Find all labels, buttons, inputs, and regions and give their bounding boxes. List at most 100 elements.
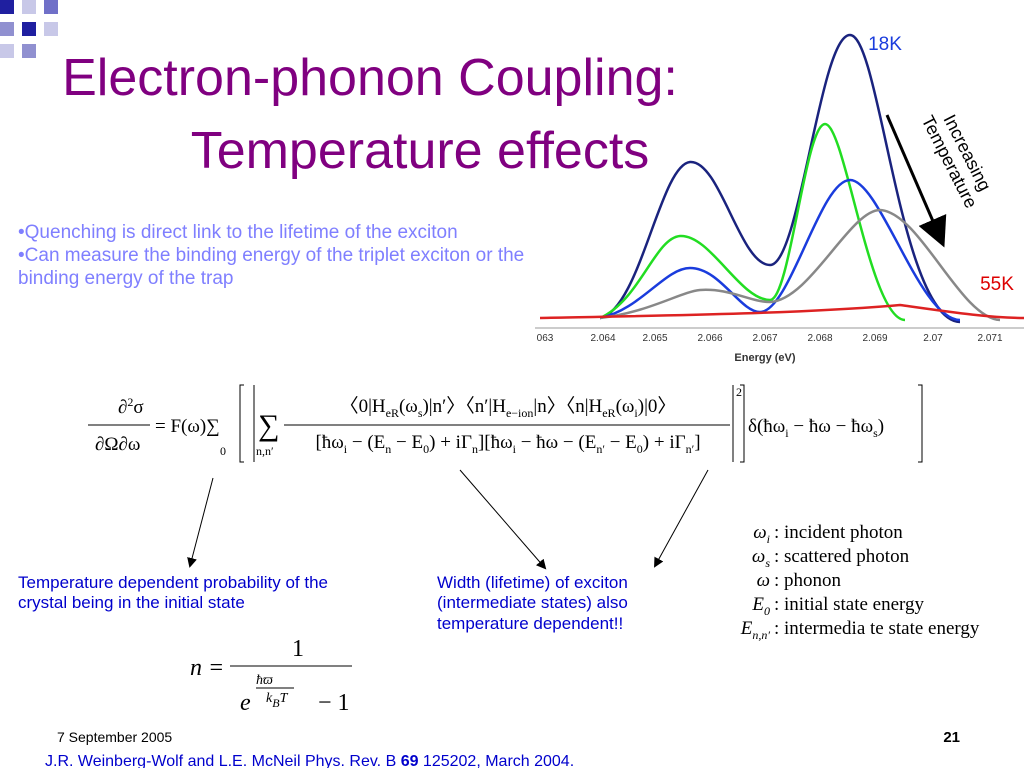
x-axis-label: Energy (eV) <box>734 352 795 364</box>
eq-part: − 1 <box>318 690 350 716</box>
eq-t: ω <box>752 546 765 567</box>
eq-sub: s <box>765 556 770 570</box>
eq-sub: n,n′ <box>752 628 770 642</box>
citation-volume: 69 <box>401 753 419 768</box>
definition-symbol: E0 <box>751 594 770 618</box>
eq-sub: 0 <box>764 604 770 618</box>
eq-sub: i <box>344 442 348 456</box>
definition-symbol: ωs <box>752 546 770 570</box>
definition-text: : phonon <box>774 570 842 591</box>
eq-t: ω <box>753 522 766 543</box>
definition-text: : intermedia te state energy <box>774 618 980 639</box>
eq-sub: s <box>873 426 878 440</box>
eq-t: ) <box>878 416 884 437</box>
eq-t: |n〉〈n|H <box>533 395 602 417</box>
bullet: •Can measure the binding energy of the t… <box>18 244 525 289</box>
bullet: •Quenching is direct link to the lifetim… <box>18 222 458 243</box>
eq-t: σ <box>133 397 143 418</box>
eq-t: )|0〉 <box>638 395 677 417</box>
eq-part: ħϖ <box>256 673 273 688</box>
eq-t: 〈0|H <box>340 395 386 417</box>
eq-part: ∂Ω∂ω <box>95 434 140 455</box>
x-tick-label: 063 <box>537 333 554 344</box>
eq-part: = F(ω)∑ <box>155 416 220 437</box>
eq-sub: n <box>385 442 391 456</box>
eq-t: ∂Ω∂ω <box>95 434 140 455</box>
citation: J.R. Weinberg-Wolf and L.E. McNeil Phys.… <box>45 753 574 768</box>
eq-part: 0 <box>220 444 226 458</box>
equation: ∂2σ ∂Ω∂ω = F(ω)∑ 0 ∑ n,n′ 〈0|HeR(ωs)|n′〉… <box>88 384 923 463</box>
x-tick-label: 2.068 <box>807 333 832 344</box>
eq-t: T <box>280 691 289 706</box>
x-tick-label: 2.067 <box>752 333 777 344</box>
eq-sub: n′ <box>686 442 695 456</box>
page-number: 21 <box>943 729 960 746</box>
plot-label: 18K <box>868 34 902 55</box>
eq-sub: e−ion <box>506 406 533 420</box>
x-tick-label: 2.069 <box>862 333 887 344</box>
eq-t: E <box>740 618 753 639</box>
definition-text: : initial state energy <box>774 594 925 615</box>
eq-t: δ(ħω <box>748 416 785 437</box>
arrow-label: Increasing Temperature <box>918 111 995 211</box>
bullets: •Quenching is direct link to the lifetim… <box>18 222 533 290</box>
plot-label: 55K <box>980 274 1014 295</box>
eq-sub: eR <box>602 406 615 420</box>
eq-t: − E <box>391 432 423 453</box>
eq-part: 1 <box>292 636 304 662</box>
eq-sup: 2 <box>127 395 133 409</box>
eq-t: (ω <box>616 396 635 417</box>
eq-t: − (E <box>347 432 385 453</box>
eq-t: ∂ <box>118 397 127 418</box>
eq-part: 2 <box>736 385 742 399</box>
citation-text: 125202, March 2004. <box>418 753 574 768</box>
eq-part: ∑ <box>258 409 279 442</box>
eq-t: ω <box>757 570 770 591</box>
eq-t: k <box>266 691 273 706</box>
definition-text: : incident photon <box>774 522 903 543</box>
eq-t: − ħω − (E <box>516 432 596 453</box>
spectrum-plot <box>535 33 1024 329</box>
definition-text: : scattered photon <box>774 546 910 567</box>
x-tick-label: 2.07 <box>923 333 943 344</box>
eq-t: ) + iΓ <box>429 432 472 453</box>
eq-t: [ħω <box>315 432 343 453</box>
eq-sub: i <box>634 406 638 420</box>
eq-sub: s <box>418 406 423 420</box>
eq-part: ∂2σ <box>118 395 144 418</box>
x-tick-label: 2.071 <box>977 333 1002 344</box>
eq-t: = F(ω)∑ <box>155 416 220 437</box>
eq-part: [ħωi − (En − E0) + iΓn][ħωi − ħω − (En′ … <box>315 432 700 456</box>
definition-symbol: ωi <box>753 522 770 546</box>
eq-t: E <box>751 594 764 615</box>
eq-part: kBT <box>266 691 289 710</box>
eq-t: ) + iΓ <box>643 432 686 453</box>
eq-sub: n <box>472 442 478 456</box>
x-tick-label: 2.064 <box>590 333 615 344</box>
eq-t: − E <box>605 432 637 453</box>
title: Electron-phonon Coupling: <box>62 49 678 107</box>
note: Temperature dependent probability of the… <box>18 573 328 613</box>
eq-part: 〈0|HeR(ωs)|n′〉〈n′|He−ion|n〉〈n|HeR(ωi)|0〉 <box>340 395 677 420</box>
eq-part: n,n′ <box>256 444 274 458</box>
eq-t: )|n′〉〈n′|H <box>422 395 506 417</box>
eq-sub: i <box>767 532 770 546</box>
eq-sub: eR <box>386 406 399 420</box>
eq-t: ] <box>694 432 700 453</box>
title: Temperature effects <box>191 122 650 180</box>
definition-symbol: ω <box>757 570 770 591</box>
eq-sub: i <box>785 426 789 440</box>
corner-decoration <box>0 0 58 58</box>
eq-sub: B <box>272 696 280 710</box>
eq-part: n = <box>190 655 224 681</box>
footer-date: 7 September 2005 <box>57 729 172 745</box>
eq-sub: i <box>513 442 517 456</box>
note: Width (lifetime) of exciton (intermediat… <box>437 573 628 633</box>
bose-formula: n = 1 e ħϖ kBT − 1 <box>190 636 352 716</box>
eq-t: − ħω − ħω <box>789 416 873 437</box>
definition-symbol: En,n′ <box>740 618 771 642</box>
eq-sub: 0 <box>423 442 429 456</box>
x-ticks: 063 2.064 2.065 2.066 2.067 2.068 2.069 2.07 2.0… <box>537 333 1003 344</box>
